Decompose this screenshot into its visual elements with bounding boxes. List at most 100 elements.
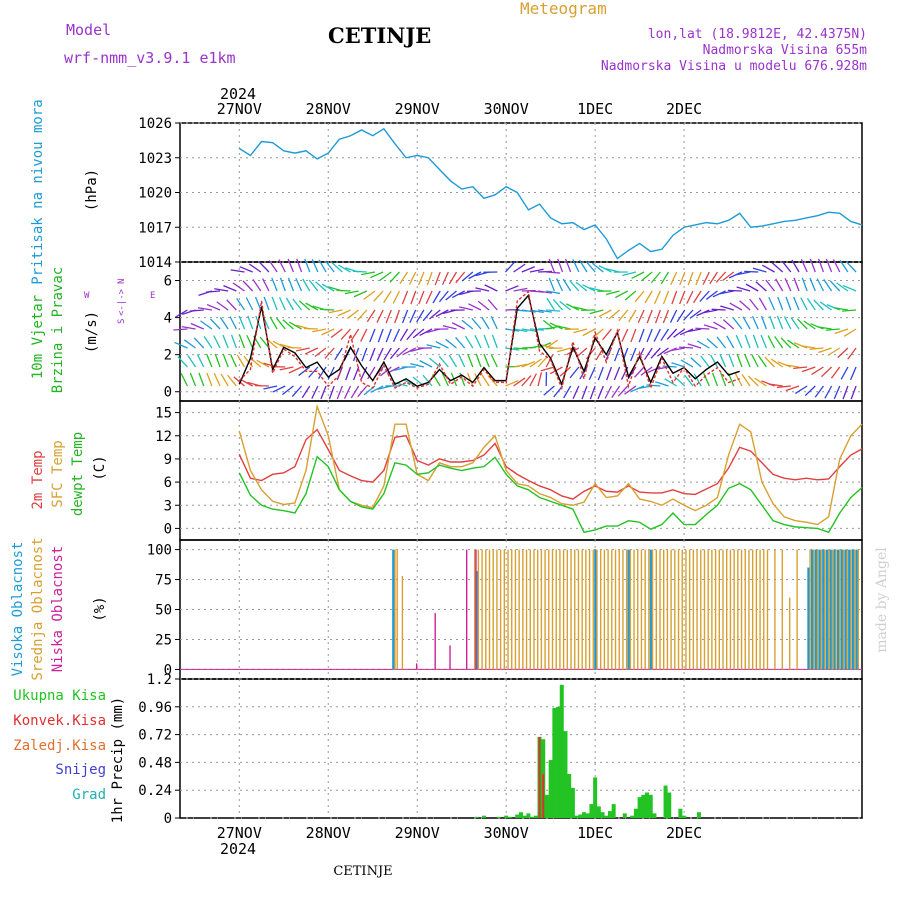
wind-ytick-label: 6: [164, 274, 172, 290]
wind-arrow: [770, 358, 784, 368]
wind-arrow: [243, 355, 254, 368]
series-line-2m-temp: [238, 428, 863, 500]
precip-bar: [607, 811, 612, 818]
wind-arrow: [741, 374, 751, 387]
wind-arrow: [809, 277, 816, 292]
wind-ytick-label: 0: [164, 385, 172, 401]
wind-arrow: [361, 347, 368, 362]
wind-arrow: [377, 328, 384, 343]
wind-arrow: [442, 325, 457, 330]
wind-arrow: [320, 385, 327, 400]
day-label-bottom: 27NOV: [217, 824, 262, 842]
wind-arrow: [304, 347, 319, 355]
wind-arrow: [801, 366, 816, 373]
wind-arrow: [491, 334, 498, 349]
bottom-day-labels: 27NOV 28NOV 29NOV 30NOV 1DEC 2DEC: [217, 824, 702, 842]
precip-bar: [519, 812, 523, 818]
wind-arrow: [666, 328, 678, 340]
wind-arrow: [219, 317, 229, 330]
wind-arrow: [298, 366, 311, 377]
pressure-ytick-labels: 1014 1017 1020 1023 1026: [138, 116, 172, 271]
wind-arrow: [687, 343, 702, 349]
wind-arrow: [833, 307, 849, 311]
wind-arrow: [287, 346, 302, 349]
precip-bar: [530, 816, 535, 818]
wind-arrow: [630, 328, 637, 343]
wind-arrow: [389, 347, 400, 360]
panel-frames: [179, 122, 863, 819]
precip-bar: [556, 706, 561, 818]
wind-arrow: [823, 279, 833, 292]
wind-arrow: [461, 319, 474, 330]
wind-arrow: [505, 285, 519, 292]
wind-arrow: [644, 290, 653, 304]
wind-arrow: [409, 309, 417, 323]
wind-arrow: [575, 281, 588, 292]
wind-arrow: [683, 309, 694, 321]
wind-arrow: [459, 306, 473, 311]
wind-arrow: [793, 366, 808, 370]
wind-arrow: [410, 290, 417, 305]
wind-arrow: [302, 278, 311, 292]
day-label-top: 27NOV: [217, 100, 262, 118]
day-label-bottom: 1DEC: [577, 824, 613, 842]
wind-arrow: [836, 282, 849, 292]
wind-arrow: [686, 290, 694, 304]
wind-arrow: [757, 355, 767, 368]
wind-arrow: [455, 336, 466, 349]
wind-arrow: [185, 291, 195, 301]
wind-arrow: [735, 334, 743, 349]
wind-arrow: [259, 336, 270, 349]
wind-arrow: [711, 372, 719, 387]
wind-arrow: [670, 347, 685, 352]
wind-arrow: [529, 268, 544, 273]
wind-arrow: [687, 328, 702, 333]
wind-arrow: [809, 258, 816, 273]
wind-arrow: [418, 271, 425, 286]
wind-arrow: [193, 337, 205, 349]
wind-arrow: [585, 260, 596, 273]
wind-arrow: [408, 271, 417, 285]
wind-arrow: [678, 346, 694, 349]
wind-arrow: [809, 347, 824, 350]
wind-arrow: [360, 366, 368, 380]
wind-arrow: [796, 318, 808, 330]
wind-arrow: [673, 328, 686, 338]
wind-arrow: [582, 284, 596, 292]
wind-arrow: [739, 300, 751, 311]
wind-arrow: [484, 284, 498, 292]
wind-arrow: [475, 353, 482, 368]
wind-arrow: [232, 282, 245, 292]
wind-arrow: [394, 309, 401, 324]
wind-arrow: [618, 309, 629, 322]
precip-panel: Ukupna Kisa Konvek.Kisa Zaledj.Kisa Snij…: [13, 672, 862, 827]
wind-arrow: [674, 376, 686, 387]
wind-arrow: [262, 278, 270, 292]
precip-bar: [641, 794, 646, 818]
coords-text: lon,lat (18.9812E, 42.4375N): [648, 27, 867, 42]
wind-arrow: [546, 309, 561, 312]
precip-bar: [533, 815, 538, 818]
wind-arrow: [736, 286, 751, 292]
precip-bar: [515, 814, 520, 818]
wind-arrow: [189, 309, 204, 312]
wind-arrow: [776, 385, 791, 389]
wind-arrow: [662, 365, 677, 368]
wind-arrow: [380, 366, 392, 377]
precip-bar: [538, 736, 541, 818]
wind-arrow: [679, 271, 686, 286]
wind-arrow: [540, 366, 555, 372]
wind-arrow: [504, 261, 516, 273]
wind-arrow: [287, 258, 295, 273]
wind-arrow: [328, 385, 335, 400]
series-line-speed: [238, 293, 740, 387]
wind-arrow: [214, 288, 229, 292]
wind-arrow: [794, 385, 808, 395]
wind-arrow: [325, 260, 335, 273]
wind-arrow: [320, 308, 335, 311]
wind-arrow: [321, 328, 335, 336]
precip-bar: [600, 812, 605, 818]
wind-arrow: [814, 385, 824, 398]
temperature-panel: 2m Temp SFC Temp dewpt Temp (C) 0 3 6 9 12 15: [30, 403, 863, 537]
wind-arrow: [589, 309, 604, 315]
